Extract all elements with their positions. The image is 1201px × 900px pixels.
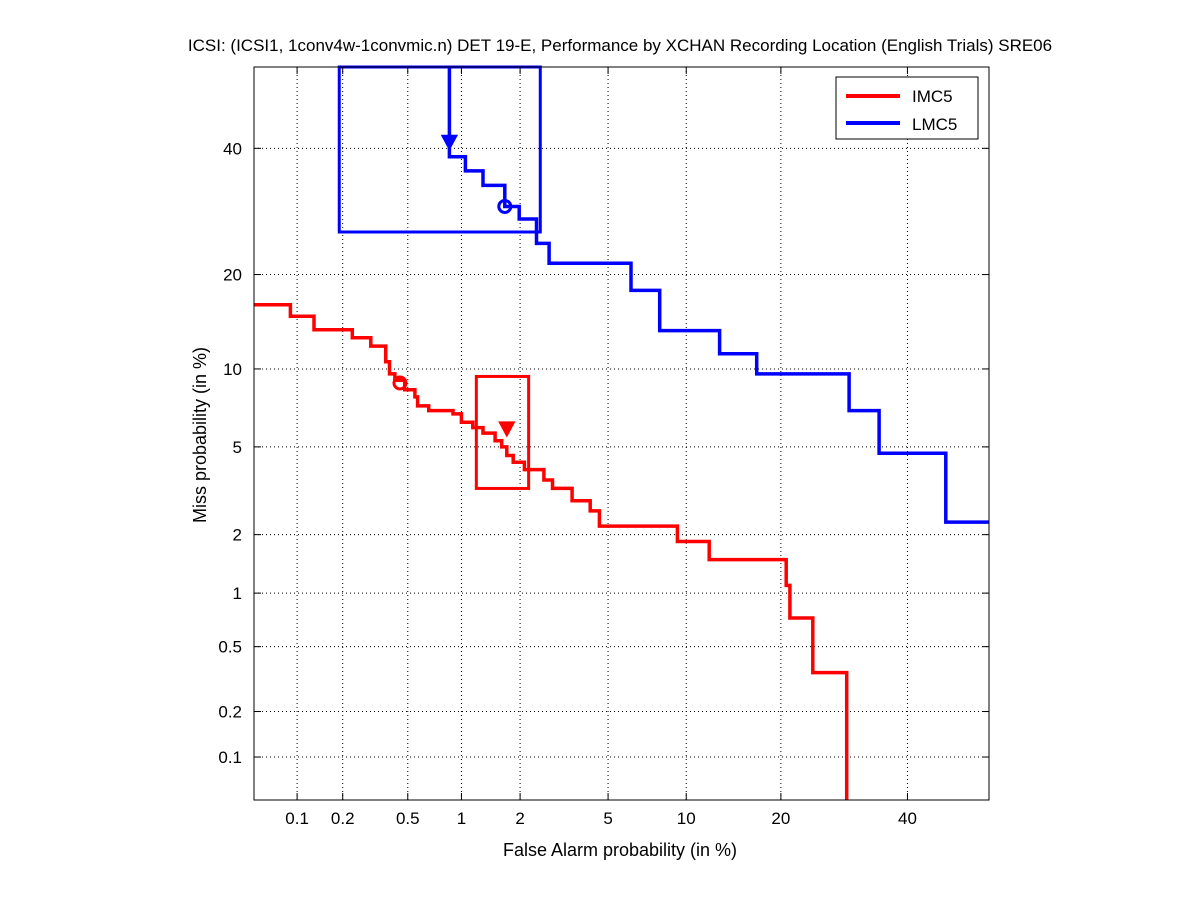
legend: IMC5 LMC5 bbox=[835, 76, 979, 140]
x-tick-label: 20 bbox=[771, 809, 790, 828]
chart-title: ICSI: (ICSI1, 1conv4w-1convmic.n) DET 19… bbox=[188, 36, 1052, 55]
operating-point-markers bbox=[392, 134, 516, 438]
y-tick-label: 0.5 bbox=[218, 638, 242, 657]
x-tick-label: 5 bbox=[603, 809, 612, 828]
plot-frame bbox=[253, 66, 990, 801]
det-curves bbox=[254, 67, 989, 800]
x-tick-label: 0.2 bbox=[331, 809, 355, 828]
y-tick-label: 1 bbox=[233, 584, 242, 603]
plot-area bbox=[254, 67, 989, 800]
y-tick-label: 0.1 bbox=[218, 748, 242, 767]
min-dcf-marker-lmc5 bbox=[497, 198, 513, 214]
legend-label-imc5: IMC5 bbox=[912, 87, 953, 106]
det-curve-imc5 bbox=[254, 302, 849, 800]
legend-label-lmc5: LMC5 bbox=[912, 115, 957, 134]
x-tick-label: 0.1 bbox=[285, 809, 309, 828]
x-tick-label: 0.5 bbox=[396, 809, 420, 828]
det-curve-lmc5 bbox=[447, 67, 989, 524]
min-dcf-marker-imc5 bbox=[392, 375, 408, 391]
y-axis-label: Miss probability (in %) bbox=[190, 347, 210, 523]
legend-box bbox=[835, 76, 979, 140]
axis-ticks bbox=[254, 67, 989, 800]
grid-lines bbox=[254, 67, 989, 800]
x-tick-label: 2 bbox=[515, 809, 524, 828]
y-tick-label: 10 bbox=[223, 360, 242, 379]
y-tick-label: 40 bbox=[223, 139, 242, 158]
y-tick-labels: 0.1 0.2 0.5 1 2 5 10 20 40 bbox=[218, 139, 242, 767]
x-tick-label: 40 bbox=[898, 809, 917, 828]
y-tick-label: 2 bbox=[233, 526, 242, 545]
actual-dcf-marker-lmc5 bbox=[440, 134, 459, 151]
confidence-box-imc5 bbox=[474, 374, 531, 490]
x-tick-label: 1 bbox=[457, 809, 466, 828]
y-tick-label: 20 bbox=[223, 266, 242, 285]
y-tick-label: 0.2 bbox=[218, 703, 242, 722]
y-tick-label: 5 bbox=[233, 438, 242, 457]
x-tick-label: 10 bbox=[677, 809, 696, 828]
x-axis-label: False Alarm probability (in %) bbox=[503, 840, 737, 860]
x-tick-labels: 0.1 0.2 0.5 1 2 5 10 20 40 bbox=[285, 809, 917, 828]
actual-dcf-marker-imc5 bbox=[498, 421, 516, 438]
